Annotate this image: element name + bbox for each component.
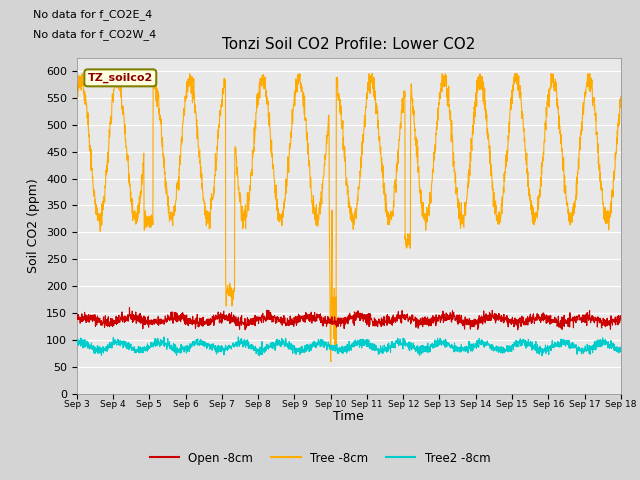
Open -8cm	[376, 320, 384, 325]
Tree -8cm	[584, 71, 592, 77]
Tree -8cm	[377, 144, 385, 150]
Line: Open -8cm: Open -8cm	[77, 308, 621, 330]
Open -8cm	[73, 315, 81, 321]
Tree2 -8cm	[570, 344, 577, 350]
Open -8cm	[617, 315, 625, 321]
Open -8cm	[365, 314, 372, 320]
Tree -8cm	[327, 359, 335, 365]
Tree -8cm	[508, 102, 515, 108]
Tree2 -8cm	[255, 353, 263, 359]
Tree -8cm	[225, 288, 232, 294]
Line: Tree2 -8cm: Tree2 -8cm	[77, 337, 621, 356]
Tree -8cm	[79, 71, 86, 77]
Title: Tonzi Soil CO2 Profile: Lower CO2: Tonzi Soil CO2 Profile: Lower CO2	[222, 37, 476, 52]
Tree2 -8cm	[617, 348, 625, 353]
Tree2 -8cm	[234, 334, 242, 340]
Tree2 -8cm	[365, 337, 372, 343]
Tree2 -8cm	[377, 348, 385, 354]
Tree2 -8cm	[584, 345, 592, 351]
Text: TZ_soilco2: TZ_soilco2	[88, 73, 153, 83]
Text: No data for f_CO2W_4: No data for f_CO2W_4	[33, 29, 157, 40]
X-axis label: Time: Time	[333, 410, 364, 423]
Open -8cm	[570, 315, 577, 321]
Open -8cm	[514, 327, 522, 333]
Tree2 -8cm	[508, 344, 515, 350]
Open -8cm	[507, 317, 515, 323]
Tree -8cm	[365, 76, 372, 82]
Open -8cm	[584, 312, 592, 318]
Tree -8cm	[617, 94, 625, 99]
Open -8cm	[225, 312, 232, 318]
Tree2 -8cm	[73, 342, 81, 348]
Line: Tree -8cm: Tree -8cm	[77, 74, 621, 362]
Tree2 -8cm	[225, 343, 232, 348]
Y-axis label: Soil CO2 (ppm): Soil CO2 (ppm)	[28, 178, 40, 273]
Tree -8cm	[570, 211, 577, 217]
Tree -8cm	[73, 95, 81, 101]
Open -8cm	[125, 305, 133, 311]
Text: No data for f_CO2E_4: No data for f_CO2E_4	[33, 9, 152, 20]
Legend: Open -8cm, Tree -8cm, Tree2 -8cm: Open -8cm, Tree -8cm, Tree2 -8cm	[145, 447, 495, 469]
